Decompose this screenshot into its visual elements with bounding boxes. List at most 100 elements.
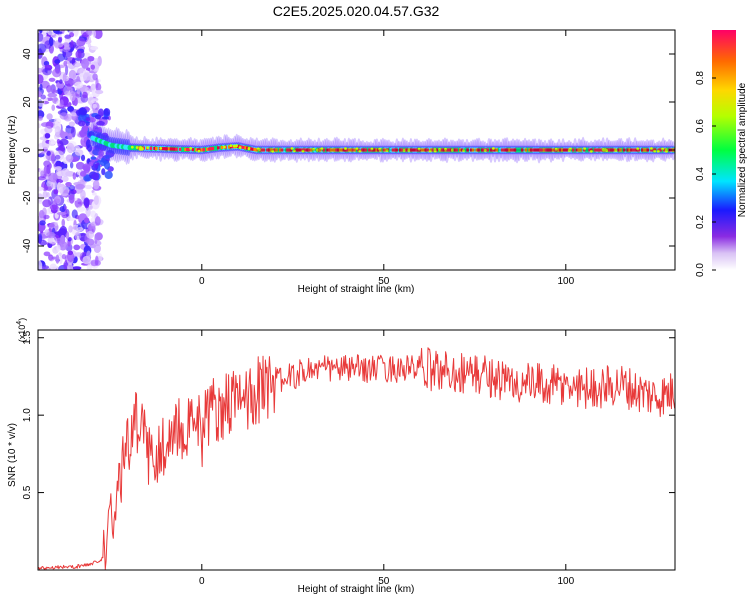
spectral-blob [38,186,44,192]
x-tick-label: 50 [378,576,390,587]
spectral-blob [101,168,106,176]
ridge-peak [169,147,173,151]
spectral-blob [60,234,66,245]
spectral-blob [42,67,52,76]
ridge-peak [240,145,244,149]
spectral-blob [77,226,84,232]
spectral-blob [49,263,57,270]
spectral-blob [68,194,75,204]
ridge-speckle [583,147,587,151]
spectral-blob [85,206,91,218]
spectral-blob [54,125,61,136]
spectral-blob [85,122,90,126]
ridge-speckle [568,147,572,151]
ridge-peak [216,146,220,150]
spectral-blob [95,77,99,89]
ridge-speckle [312,148,316,151]
spectral-blob [74,81,84,89]
ridge-peak [211,146,215,151]
ridge-peak [237,144,240,148]
spectral-blob [45,208,52,215]
ridge-speckle [656,149,660,153]
y-tick-label: 0 [22,147,33,153]
ridge-peak [207,147,211,151]
spectral-blob [38,260,43,270]
ridge-speckle [146,146,150,150]
snr-y-multiplier: (x104) [16,318,27,342]
spectral-blob [93,244,101,254]
spectral-blob [72,266,82,270]
ridge-speckle [370,147,374,151]
spectral-blob [44,125,53,134]
spectral-blob [94,114,102,120]
ridge-speckle [650,147,653,150]
spectral-blob [87,55,95,62]
spectral-blob [38,115,43,121]
spectral-blob [38,98,45,107]
ridge-peak [171,147,175,151]
spectral-blob [95,162,100,166]
ridge-speckle [232,144,236,148]
ridge-peak [209,147,213,151]
x-tick-label: 50 [378,276,390,287]
spectral-blob [94,260,101,266]
colorbar-tick-label: 0.0 [695,263,706,277]
spectral-blob [42,199,52,208]
snr-y-ticks: 0.5 1.0 1.5 [22,330,675,500]
spectral-blob [69,184,75,191]
spectral-blob [74,149,84,156]
spectral-blob [75,161,85,170]
ridge-peak [178,147,182,151]
snr-series-line [38,347,675,570]
ridge-peak [227,145,231,149]
spectral-blob [38,43,47,54]
snr-x-ticks: 0 50 100 [199,330,575,587]
ridge-speckle [462,149,465,152]
x-tick-label: 0 [199,276,205,287]
spectral-blob [104,154,112,159]
spectral-blob [52,173,58,180]
spectral-blob [54,154,61,160]
spectral-blob [92,30,97,38]
ridge-peak [244,146,247,150]
spectral-blob [86,36,92,44]
spectral-blob [103,160,111,170]
spectral-blob [39,83,43,91]
spectral-blob [67,250,74,256]
spectral-blob [58,37,62,44]
spectral-blob [61,218,66,227]
spectral-blob [72,230,77,234]
spectral-blob [61,42,71,53]
ridge-peak [251,147,255,151]
y-tick-label: 0.5 [22,485,33,499]
spectral-blob [67,217,77,221]
spectral-blob [92,192,97,196]
spectral-blob [78,120,86,127]
spectral-blob [79,107,87,116]
spectral-blob [52,68,62,78]
spectral-blob [48,163,52,169]
spectral-blob [65,181,72,187]
spectral-blob [82,91,88,99]
spectral-blob [38,233,43,244]
spectral-blob [53,189,59,195]
x-tick-label: 100 [557,576,574,587]
ridge-speckle [438,148,441,151]
spectral-blob [72,226,77,230]
spectral-blob [90,99,98,104]
ridge-speckle [320,147,324,151]
spectral-blob [90,45,99,51]
spectral-blob [51,153,55,164]
spectral-blob [38,32,44,42]
spectrogram-x-label: Height of straight line (km) [298,284,415,295]
ridge-peak [175,147,178,151]
ridge-speckle [665,149,668,153]
spectral-blob [39,30,43,34]
spectral-blob [63,205,68,210]
ridge-speckle [344,147,347,151]
ridge-speckle [197,149,201,153]
ridge-peak [164,147,167,151]
colorbar-tick-label: 0.4 [695,167,706,181]
spectral-blob [46,150,51,156]
spectrogram-heatmap [38,30,675,270]
